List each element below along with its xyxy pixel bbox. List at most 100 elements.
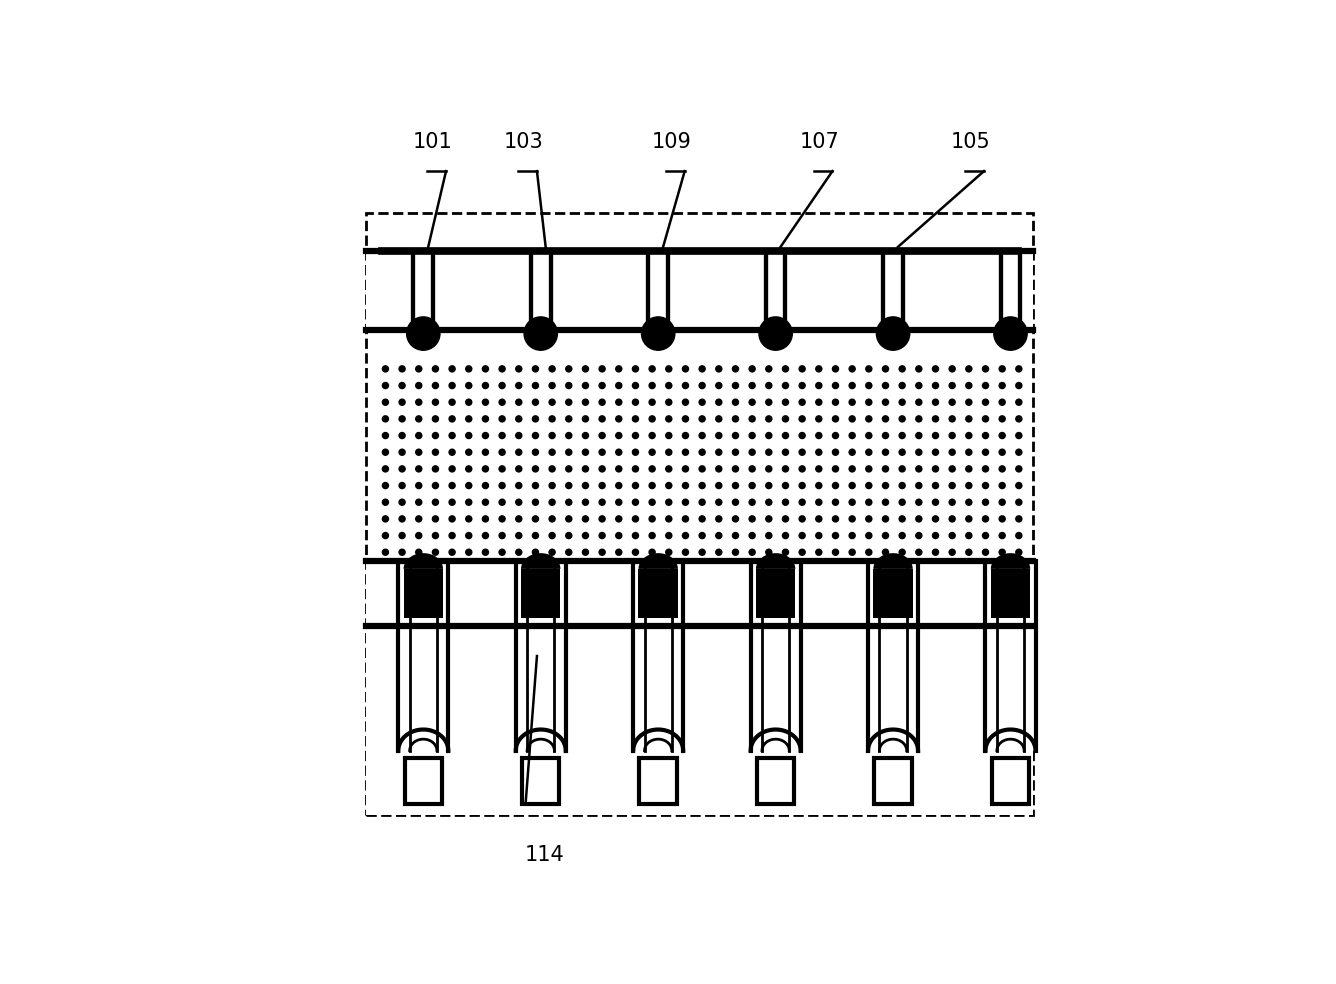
Circle shape: [899, 433, 906, 439]
Circle shape: [649, 499, 655, 505]
Circle shape: [783, 449, 788, 456]
Text: 105: 105: [951, 132, 990, 153]
Circle shape: [449, 416, 456, 422]
Circle shape: [399, 416, 405, 422]
Circle shape: [683, 366, 688, 372]
Circle shape: [415, 449, 422, 456]
Circle shape: [933, 532, 938, 538]
Circle shape: [582, 449, 588, 456]
Circle shape: [516, 465, 522, 472]
Circle shape: [433, 499, 438, 505]
Circle shape: [415, 400, 422, 405]
Circle shape: [466, 482, 472, 489]
Circle shape: [415, 465, 422, 472]
Circle shape: [866, 532, 872, 538]
Circle shape: [816, 366, 822, 372]
Polygon shape: [868, 561, 918, 751]
Circle shape: [516, 549, 522, 555]
Circle shape: [415, 516, 422, 522]
Circle shape: [1015, 499, 1022, 505]
Circle shape: [599, 400, 605, 405]
Circle shape: [500, 482, 505, 489]
Circle shape: [565, 465, 572, 472]
Circle shape: [949, 366, 955, 372]
Circle shape: [899, 549, 906, 555]
Circle shape: [966, 532, 971, 538]
Circle shape: [399, 433, 405, 439]
Circle shape: [982, 416, 989, 422]
Circle shape: [732, 400, 739, 405]
Circle shape: [816, 532, 822, 538]
Circle shape: [716, 499, 721, 505]
Circle shape: [582, 465, 588, 472]
Circle shape: [850, 516, 855, 522]
Polygon shape: [756, 569, 795, 618]
Circle shape: [899, 383, 906, 389]
Circle shape: [799, 400, 806, 405]
Circle shape: [449, 532, 456, 538]
Circle shape: [866, 416, 872, 422]
Circle shape: [832, 516, 839, 522]
Circle shape: [933, 516, 938, 522]
Circle shape: [783, 465, 788, 472]
Circle shape: [899, 465, 906, 472]
Circle shape: [565, 516, 572, 522]
Circle shape: [915, 516, 922, 522]
Circle shape: [799, 383, 806, 389]
Circle shape: [766, 532, 772, 538]
Circle shape: [949, 482, 955, 489]
Circle shape: [433, 516, 438, 522]
Polygon shape: [991, 553, 1030, 569]
Circle shape: [799, 366, 806, 372]
Polygon shape: [986, 561, 1035, 751]
Circle shape: [759, 317, 792, 350]
Circle shape: [933, 416, 938, 422]
Circle shape: [599, 449, 605, 456]
Circle shape: [500, 433, 505, 439]
Circle shape: [766, 482, 772, 489]
Circle shape: [641, 317, 675, 350]
Circle shape: [399, 482, 405, 489]
Circle shape: [399, 516, 405, 522]
Circle shape: [982, 400, 989, 405]
Circle shape: [616, 465, 621, 472]
Circle shape: [699, 549, 705, 555]
Circle shape: [582, 383, 588, 389]
Circle shape: [850, 499, 855, 505]
Circle shape: [850, 532, 855, 538]
Circle shape: [582, 499, 588, 505]
Circle shape: [482, 532, 489, 538]
Circle shape: [616, 433, 621, 439]
Polygon shape: [521, 553, 560, 569]
Text: 107: 107: [799, 132, 839, 153]
Circle shape: [466, 383, 472, 389]
Circle shape: [699, 449, 705, 456]
Circle shape: [966, 416, 971, 422]
Circle shape: [783, 482, 788, 489]
Circle shape: [466, 449, 472, 456]
Circle shape: [500, 532, 505, 538]
Circle shape: [982, 449, 989, 456]
Circle shape: [415, 366, 422, 372]
Circle shape: [433, 465, 438, 472]
Circle shape: [999, 482, 1005, 489]
Circle shape: [883, 433, 888, 439]
Circle shape: [732, 499, 739, 505]
Circle shape: [832, 499, 839, 505]
Polygon shape: [640, 759, 677, 804]
Circle shape: [632, 465, 639, 472]
Circle shape: [466, 366, 472, 372]
Circle shape: [565, 499, 572, 505]
Polygon shape: [648, 251, 668, 331]
Circle shape: [716, 366, 721, 372]
Circle shape: [783, 532, 788, 538]
Circle shape: [883, 383, 888, 389]
Circle shape: [549, 465, 556, 472]
Circle shape: [883, 482, 888, 489]
Circle shape: [649, 549, 655, 555]
Circle shape: [949, 433, 955, 439]
Circle shape: [716, 482, 721, 489]
Circle shape: [406, 317, 440, 350]
Circle shape: [966, 366, 971, 372]
Circle shape: [549, 400, 556, 405]
